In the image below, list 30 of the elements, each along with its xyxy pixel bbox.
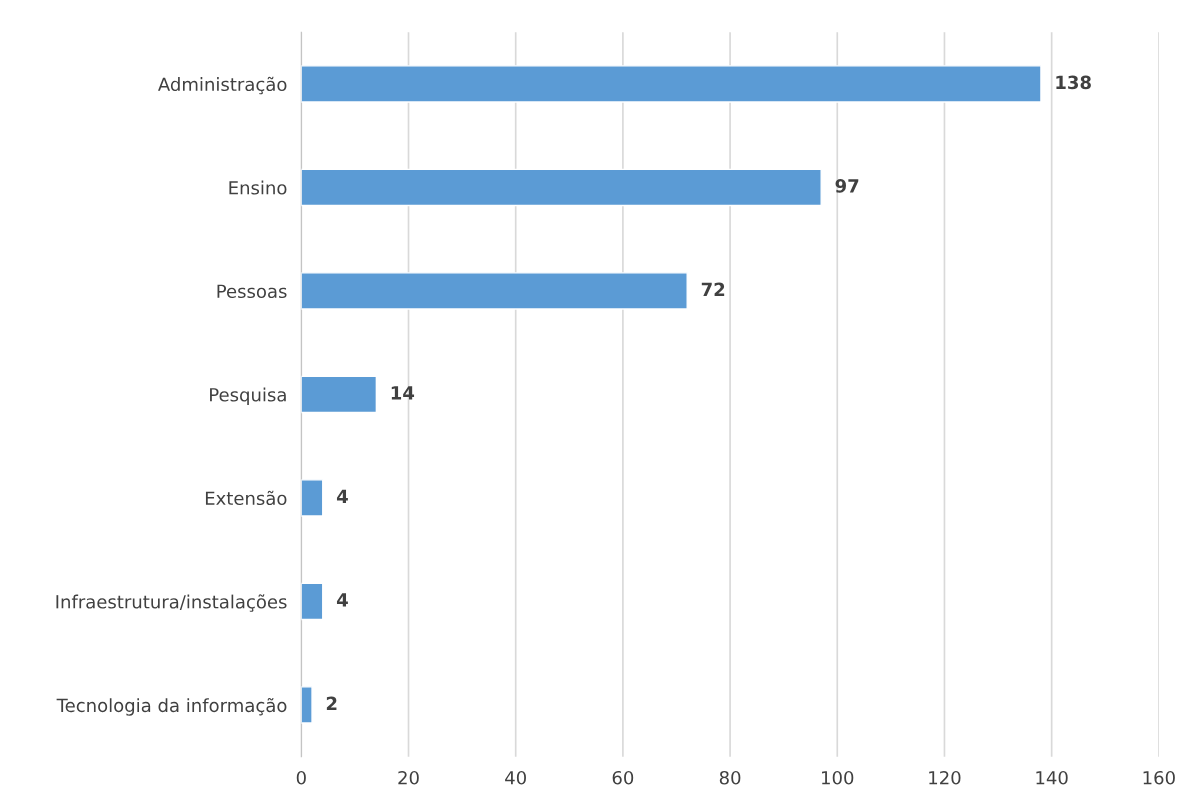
- y-tick-label: Ensino: [229, 180, 287, 195]
- data-label: 97: [835, 179, 859, 193]
- bar: [301, 65, 1042, 103]
- x-tick-label: 40: [505, 770, 526, 785]
- x-tick-label: 160: [1143, 770, 1175, 785]
- y-tick-label: Administração: [158, 76, 287, 95]
- bar: [301, 272, 688, 310]
- data-label: 2: [326, 696, 337, 710]
- y-tick-label: Pessoas: [217, 284, 287, 299]
- bar: [301, 168, 822, 207]
- x-tick-label: 80: [719, 770, 741, 785]
- bar: [301, 479, 324, 517]
- y-tick-label: Extensão: [205, 490, 287, 506]
- bar: [301, 375, 378, 414]
- x-tick-label: 120: [929, 770, 961, 785]
- data-label: 4: [336, 593, 348, 607]
- bar: [301, 686, 313, 724]
- data-label: 138: [1056, 75, 1091, 90]
- y-tick-label: Pesquisa: [210, 387, 286, 406]
- data-label: 72: [701, 282, 725, 296]
- data-label: 14: [391, 386, 415, 400]
- x-tick-label: 20: [398, 770, 419, 785]
- x-tick-label: 140: [1036, 770, 1068, 785]
- bar: [301, 582, 324, 621]
- x-tick-label: 0: [296, 770, 306, 785]
- data-label: 4: [336, 489, 348, 503]
- y-tick-label: Tecnologia da informação: [56, 697, 287, 716]
- x-tick-label: 60: [612, 770, 634, 785]
- x-tick-label: 100: [822, 770, 854, 785]
- y-tick-label: Infraestrutura/instalações: [56, 594, 287, 612]
